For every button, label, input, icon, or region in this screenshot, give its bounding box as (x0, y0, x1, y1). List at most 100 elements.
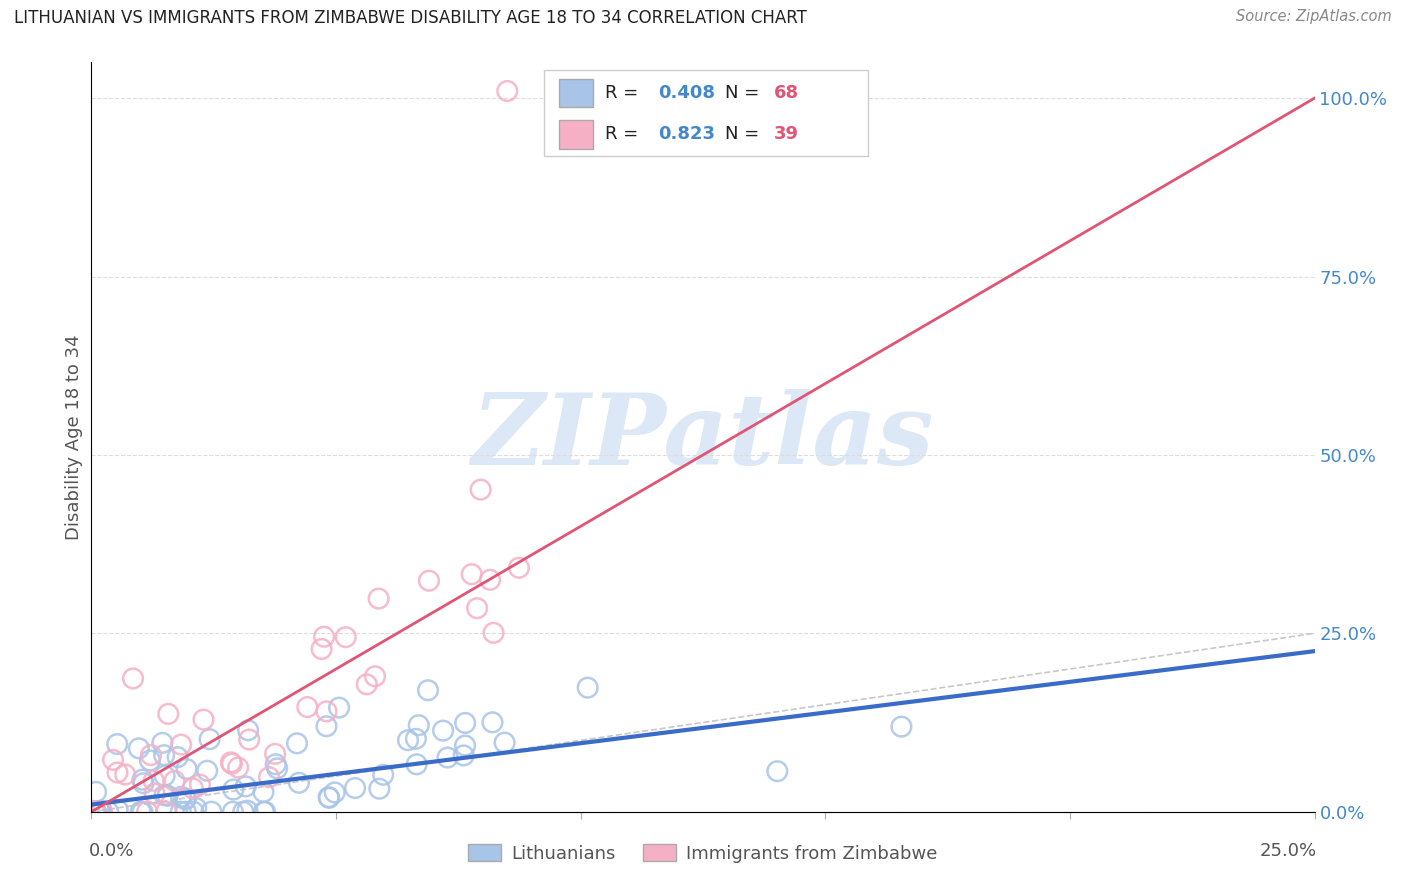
Point (90, 804, 112, 818)
Point (174, 792, 197, 806)
Text: 0.0%: 0.0% (89, 842, 135, 860)
Point (238, 732, 260, 747)
Point (200, 805, 222, 819)
Point (221, 756, 243, 771)
Point (328, 700, 350, 714)
Point (344, 780, 367, 795)
Point (186, 801, 208, 815)
Point (236, 804, 259, 818)
Point (101, 753, 124, 767)
Point (576, 681, 599, 695)
Point (364, 669, 387, 683)
Point (454, 739, 477, 753)
Point (297, 700, 319, 714)
Point (508, 560, 530, 574)
Point (356, 677, 378, 691)
Point (139, 754, 162, 768)
Point (312, 630, 335, 644)
Point (143, 787, 166, 801)
Point (83, 805, 105, 819)
Point (84, 805, 107, 819)
Point (481, 715, 503, 730)
Point (479, 573, 502, 587)
Point (482, 625, 505, 640)
Point (368, 781, 391, 796)
Point (170, 805, 193, 819)
Point (232, 805, 254, 819)
Point (405, 757, 427, 772)
Text: 0.408: 0.408 (658, 84, 714, 103)
Point (416, 683, 439, 698)
Point (131, 772, 153, 787)
Point (181, 781, 204, 796)
FancyBboxPatch shape (558, 120, 593, 149)
Point (198, 732, 221, 747)
Point (408, 718, 430, 732)
Point (188, 778, 211, 792)
Point (405, 731, 427, 746)
FancyBboxPatch shape (558, 78, 593, 107)
Point (766, 764, 789, 779)
Point (318, 790, 340, 805)
Point (150, 736, 173, 750)
Point (470, 483, 492, 497)
Point (153, 769, 176, 783)
Point (153, 748, 176, 763)
Point (129, 805, 152, 819)
Text: R =: R = (605, 126, 644, 144)
Point (176, 762, 198, 776)
Point (174, 791, 197, 805)
Point (285, 736, 308, 750)
Point (465, 601, 488, 615)
Point (315, 704, 337, 718)
Point (157, 706, 180, 721)
Text: N =: N = (725, 126, 765, 144)
Point (266, 761, 288, 775)
Text: N =: N = (725, 84, 765, 103)
Point (264, 757, 287, 772)
Point (183, 805, 205, 819)
Point (84, 805, 107, 819)
Point (454, 715, 477, 730)
Point (193, 713, 215, 727)
Text: 25.0%: 25.0% (1260, 842, 1317, 860)
Point (156, 789, 179, 803)
Point (219, 756, 242, 770)
Point (432, 723, 454, 738)
Point (453, 748, 475, 763)
Point (253, 805, 276, 819)
Point (418, 574, 440, 588)
Point (373, 768, 395, 782)
Point (460, 567, 482, 582)
Point (335, 630, 357, 644)
Point (107, 803, 129, 817)
Text: ZIPatlas: ZIPatlas (472, 389, 934, 485)
Point (226, 761, 249, 775)
Legend: Lithuanians, Immigrants from Zimbabwe: Lithuanians, Immigrants from Zimbabwe (461, 837, 945, 870)
Point (252, 785, 274, 799)
Point (139, 747, 162, 762)
Text: 68: 68 (773, 84, 799, 103)
Point (170, 738, 193, 752)
Point (288, 776, 311, 790)
Point (257, 770, 280, 784)
Point (91, 805, 114, 819)
Point (155, 805, 177, 819)
Point (122, 672, 145, 686)
Point (136, 805, 159, 819)
Point (396, 733, 419, 747)
Point (264, 747, 287, 761)
Text: LITHUANIAN VS IMMIGRANTS FROM ZIMBABWE DISABILITY AGE 18 TO 34 CORRELATION CHART: LITHUANIAN VS IMMIGRANTS FROM ZIMBABWE D… (14, 9, 807, 27)
Point (166, 750, 188, 764)
Point (323, 785, 346, 799)
Point (311, 642, 333, 657)
Point (89, 805, 111, 819)
Point (132, 776, 155, 790)
Point (107, 765, 129, 780)
Point (84, 785, 107, 799)
Text: Source: ZipAtlas.com: Source: ZipAtlas.com (1236, 9, 1392, 24)
Point (890, 720, 912, 734)
Point (222, 782, 245, 797)
Point (83, 805, 105, 819)
Y-axis label: Disability Age 18 to 34: Disability Age 18 to 34 (65, 334, 83, 540)
